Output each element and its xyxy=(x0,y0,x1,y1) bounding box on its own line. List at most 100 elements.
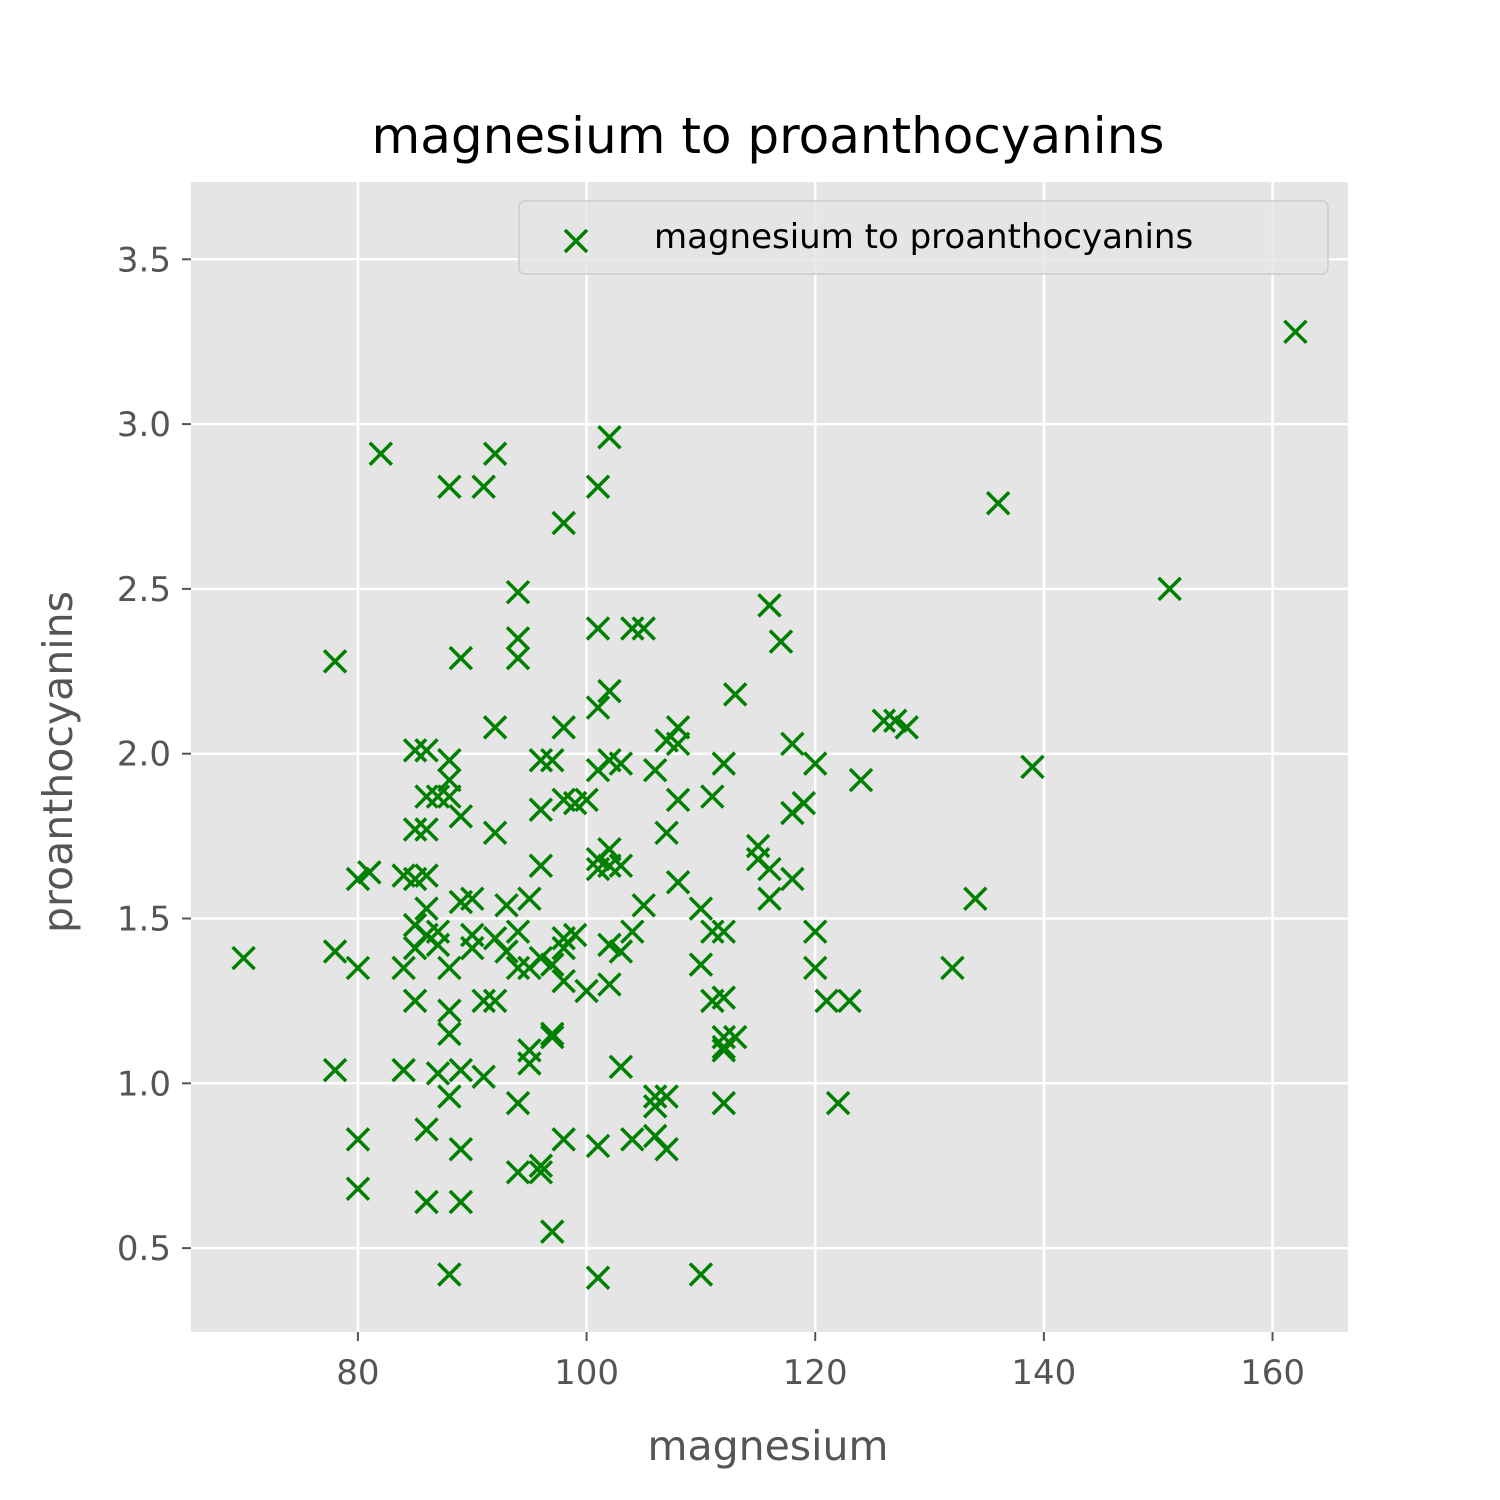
data-point xyxy=(528,1153,554,1178)
data-point xyxy=(368,441,394,466)
data-point xyxy=(722,1024,748,1050)
data-point xyxy=(460,886,485,911)
data-point xyxy=(345,1176,371,1202)
data-point xyxy=(608,853,634,879)
axis-ticks: 80 100 120 140 160 0.5 1.0 1.5 2.0 2.5 3.0 3.5 xyxy=(117,240,1305,1393)
data-point xyxy=(620,616,645,641)
data-point xyxy=(448,1057,474,1083)
data-point xyxy=(528,797,554,822)
data-point xyxy=(448,804,474,829)
data-point xyxy=(414,738,439,763)
data-point xyxy=(414,784,439,809)
data-point xyxy=(414,863,439,888)
data-point xyxy=(551,1127,576,1152)
y-tick-label: 2.0 xyxy=(117,735,171,775)
data-point xyxy=(425,1061,451,1086)
data-point xyxy=(940,955,965,981)
data-point xyxy=(437,1021,462,1047)
legend: magnesium to proanthocyanins xyxy=(518,200,1329,275)
data-point xyxy=(642,757,668,783)
data-point xyxy=(528,748,554,773)
data-point xyxy=(414,896,439,921)
data-point xyxy=(494,939,519,964)
data-point xyxy=(757,886,782,911)
data-point xyxy=(471,474,496,499)
data-point xyxy=(437,474,462,499)
data-point xyxy=(402,817,428,842)
data-point xyxy=(665,870,691,895)
data-point xyxy=(505,626,531,651)
data-point xyxy=(883,708,908,733)
data-point xyxy=(551,968,576,994)
data-point xyxy=(540,1024,565,1050)
data-point xyxy=(711,751,737,776)
data-point xyxy=(700,784,725,809)
data-point xyxy=(562,922,588,948)
data-point xyxy=(1283,319,1308,345)
data-point xyxy=(231,945,256,971)
data-point xyxy=(505,955,531,981)
data-point xyxy=(848,767,874,793)
legend-marker-x-icon xyxy=(563,228,589,254)
data-point xyxy=(620,1127,645,1152)
data-point xyxy=(814,988,839,1014)
data-point xyxy=(688,896,714,921)
x-tick-label: 120 xyxy=(783,1353,848,1393)
chart-title: magnesium to proanthocyanins xyxy=(372,107,1165,165)
data-point xyxy=(322,1057,348,1083)
data-point xyxy=(585,1133,611,1159)
data-point xyxy=(482,820,508,846)
grid-lines xyxy=(191,182,1348,1332)
data-point xyxy=(345,1127,371,1152)
data-point xyxy=(505,919,531,944)
data-point xyxy=(780,866,805,892)
data-point xyxy=(437,998,462,1024)
data-point xyxy=(391,955,416,981)
data-point xyxy=(631,616,656,641)
data-point xyxy=(665,787,691,813)
data-point xyxy=(437,1084,462,1109)
data-point xyxy=(722,682,748,707)
data-point xyxy=(574,787,599,813)
data-point xyxy=(551,715,576,740)
data-point xyxy=(665,731,691,757)
data-point xyxy=(768,629,794,654)
legend-box xyxy=(518,200,1329,275)
data-point xyxy=(585,1265,611,1291)
data-point xyxy=(642,1084,668,1109)
data-point xyxy=(837,988,862,1014)
data-point xyxy=(985,490,1011,516)
data-point xyxy=(597,425,622,450)
data-point xyxy=(963,886,988,911)
data-point xyxy=(597,678,622,704)
data-point xyxy=(437,748,462,773)
data-point xyxy=(654,1136,679,1162)
data-point xyxy=(597,932,622,958)
data-point xyxy=(505,1160,531,1185)
data-point xyxy=(414,1117,439,1142)
x-tick-label: 100 xyxy=(554,1353,619,1393)
data-point xyxy=(711,919,737,944)
data-point xyxy=(540,1021,565,1047)
data-point xyxy=(471,988,496,1014)
data-point xyxy=(608,751,634,776)
x-tick-label: 140 xyxy=(1011,1353,1076,1393)
y-tick-label: 1.0 xyxy=(117,1064,171,1104)
data-point xyxy=(757,593,782,618)
data-point xyxy=(414,1189,439,1215)
data-point xyxy=(322,649,348,674)
y-tick-label: 3.5 xyxy=(117,240,171,280)
data-point xyxy=(460,935,485,961)
data-point xyxy=(608,939,634,964)
data-point xyxy=(448,1136,474,1162)
data-point xyxy=(437,1262,462,1287)
data-point xyxy=(414,817,439,842)
data-point xyxy=(437,784,462,809)
x-tick-label: 80 xyxy=(336,1353,379,1393)
y-tick-label: 3.0 xyxy=(117,405,171,445)
data-point xyxy=(791,790,817,816)
data-point xyxy=(322,939,348,964)
data-point xyxy=(425,932,451,958)
data-point xyxy=(517,1051,542,1076)
